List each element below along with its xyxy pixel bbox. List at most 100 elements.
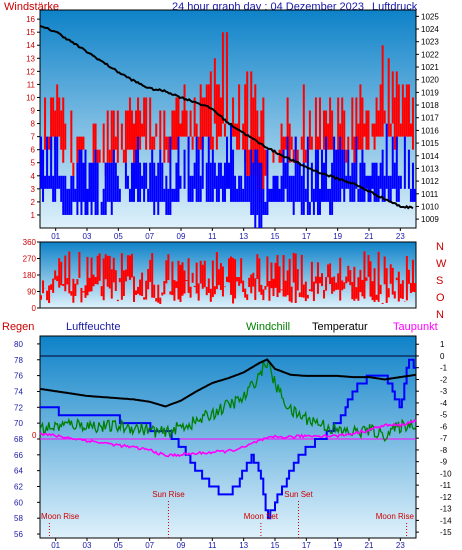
humidity-tick-label: 68 — [14, 435, 23, 444]
wind-tick-label: 4 — [31, 172, 36, 181]
reference-lines — [40, 355, 416, 440]
hour-tick-label: 05 — [114, 232, 123, 241]
hour-tick-label: 05 — [114, 541, 123, 550]
hour-tick-label: 09 — [177, 232, 186, 241]
temperature-tick-label: -1 — [440, 364, 448, 373]
temperature-tick-label: -13 — [440, 505, 452, 514]
regen-label: Regen — [2, 321, 34, 333]
pressure-axis-ticks: 1009 1010 1011 1012 1013 1014 1015 1016 1017 1018… — [416, 12, 439, 224]
wind-tick-label: 11 — [27, 80, 36, 89]
hour-tick-label: 01 — [51, 232, 60, 241]
wind-tick-label: 13 — [26, 54, 35, 63]
hour-tick-label: 19 — [333, 541, 342, 550]
direction-axis-ticks: 0 90 180 270 360 — [23, 238, 40, 313]
hour-tick-label: 03 — [83, 541, 92, 550]
temperature-tick-label: -7 — [440, 434, 448, 443]
wind-tick-label: 2 — [31, 198, 36, 207]
hour-tick-label: 23 — [396, 541, 405, 550]
hour-tick-label: 21 — [365, 541, 374, 550]
direction-tick-label: 180 — [23, 271, 37, 280]
windchill-line — [39, 359, 417, 442]
hour-tick-label: 11 — [208, 541, 217, 550]
pressure-tick-label: 1018 — [421, 101, 439, 110]
compass-letter: W — [436, 258, 447, 270]
temperature-tick-label: -12 — [440, 493, 452, 502]
humidity-axis-ticks: 56 58 60 62 64 66 68 70 72 74 76 78 80 — [14, 340, 40, 539]
temperature-tick-label: -10 — [440, 469, 452, 478]
temperature-tick-label: 0 — [440, 352, 445, 361]
hour-tick-label: 11 — [208, 232, 217, 241]
dewpoint-line — [39, 419, 417, 458]
pressure-tick-label: 1019 — [421, 88, 439, 97]
pressure-tick-label: 1014 — [421, 152, 439, 161]
humidity-tick-label: 72 — [14, 403, 23, 412]
wind-pressure-plot-area — [39, 9, 417, 229]
hour-tick-label: 07 — [145, 541, 154, 550]
direction-tick-label: 0 — [32, 304, 37, 313]
event-label: Sun Rise — [152, 490, 185, 499]
humidity-tick-label: 76 — [14, 372, 23, 381]
wind-tick-label: 12 — [26, 67, 35, 76]
pressure-tick-label: 1011 — [421, 190, 439, 199]
windchill-label: Windchill — [246, 321, 290, 333]
temperature-tick-label: -2 — [440, 375, 448, 384]
pressure-tick-label: 1013 — [421, 164, 439, 173]
compass-letter: O — [436, 292, 445, 304]
temperatur-label: Temperatur — [312, 321, 368, 333]
humidity-tick-label: 60 — [14, 498, 23, 507]
wind-tick-label: 9 — [31, 107, 36, 116]
regen-zero-label: 0 — [32, 431, 37, 440]
humidity-tick-label: 56 — [14, 530, 23, 539]
temperature-tick-label: -14 — [440, 516, 452, 525]
wind-tick-label: 7 — [31, 133, 36, 142]
direction-tick-label: 360 — [23, 238, 37, 247]
compass-letter: N — [436, 309, 444, 321]
temperature-line — [39, 358, 417, 408]
direction-tick-label: 270 — [23, 255, 37, 264]
pressure-tick-label: 1012 — [421, 177, 439, 186]
humidity-tick-label: 58 — [14, 514, 23, 523]
hour-tick-label: 13 — [239, 232, 248, 241]
hour-tick-label: 13 — [239, 541, 248, 550]
hour-tick-label: 09 — [177, 541, 186, 550]
pressure-tick-label: 1015 — [421, 139, 439, 148]
hour-tick-label: 17 — [302, 541, 311, 550]
wind-tick-label: 16 — [26, 15, 35, 24]
pressure-tick-label: 1021 — [421, 63, 439, 72]
temperature-tick-label: -11 — [440, 481, 452, 490]
hour-tick-label: 03 — [83, 232, 92, 241]
temperature-humidity-plot-area — [39, 335, 417, 539]
hour-tick-label: 07 — [145, 232, 154, 241]
temperature-lines — [39, 358, 417, 520]
humidity-tick-label: 80 — [14, 340, 23, 349]
hour-tick-label: 15 — [271, 541, 280, 550]
pressure-tick-label: 1009 — [421, 215, 439, 224]
taupunkt-label: Taupunkt — [393, 321, 438, 333]
temperature-axis-ticks: 1 0 -1 -2 -3 -4 -5 -6 -7 -8 -9 -10 -11 -12 -13 -14 -15 — [416, 340, 452, 537]
hour-tick-label: 23 — [396, 232, 405, 241]
humidity-tick-label: 70 — [14, 419, 23, 428]
wind-tick-label: 1 — [31, 211, 36, 220]
pressure-line — [39, 24, 414, 210]
pressure-tick-label: 1022 — [421, 50, 439, 59]
hour-tick-label: 15 — [271, 232, 280, 241]
temperature-tick-label: -3 — [440, 387, 448, 396]
temperature-tick-label: -15 — [440, 528, 452, 537]
pressure-trace — [39, 24, 414, 210]
pressure-tick-label: 1020 — [421, 76, 439, 85]
temperature-tick-label: -8 — [440, 446, 448, 455]
event-label: Sun Set — [284, 490, 313, 499]
luftfeuchte-label: Luftfeuchte — [66, 321, 120, 333]
humidity-tick-label: 74 — [14, 387, 23, 396]
temperature-tick-label: 1 — [440, 340, 445, 349]
pressure-tick-label: 1025 — [421, 12, 439, 21]
humidity-line — [40, 358, 416, 520]
hour-tick-label: 19 — [333, 232, 342, 241]
pressure-tick-label: 1017 — [421, 114, 439, 123]
pressure-tick-label: 1016 — [421, 126, 439, 135]
hour-axis-ticks-bottom: 01 03 05 07 09 11 13 15 17 19 21 23 — [51, 538, 405, 550]
humidity-tick-label: 66 — [14, 451, 23, 460]
